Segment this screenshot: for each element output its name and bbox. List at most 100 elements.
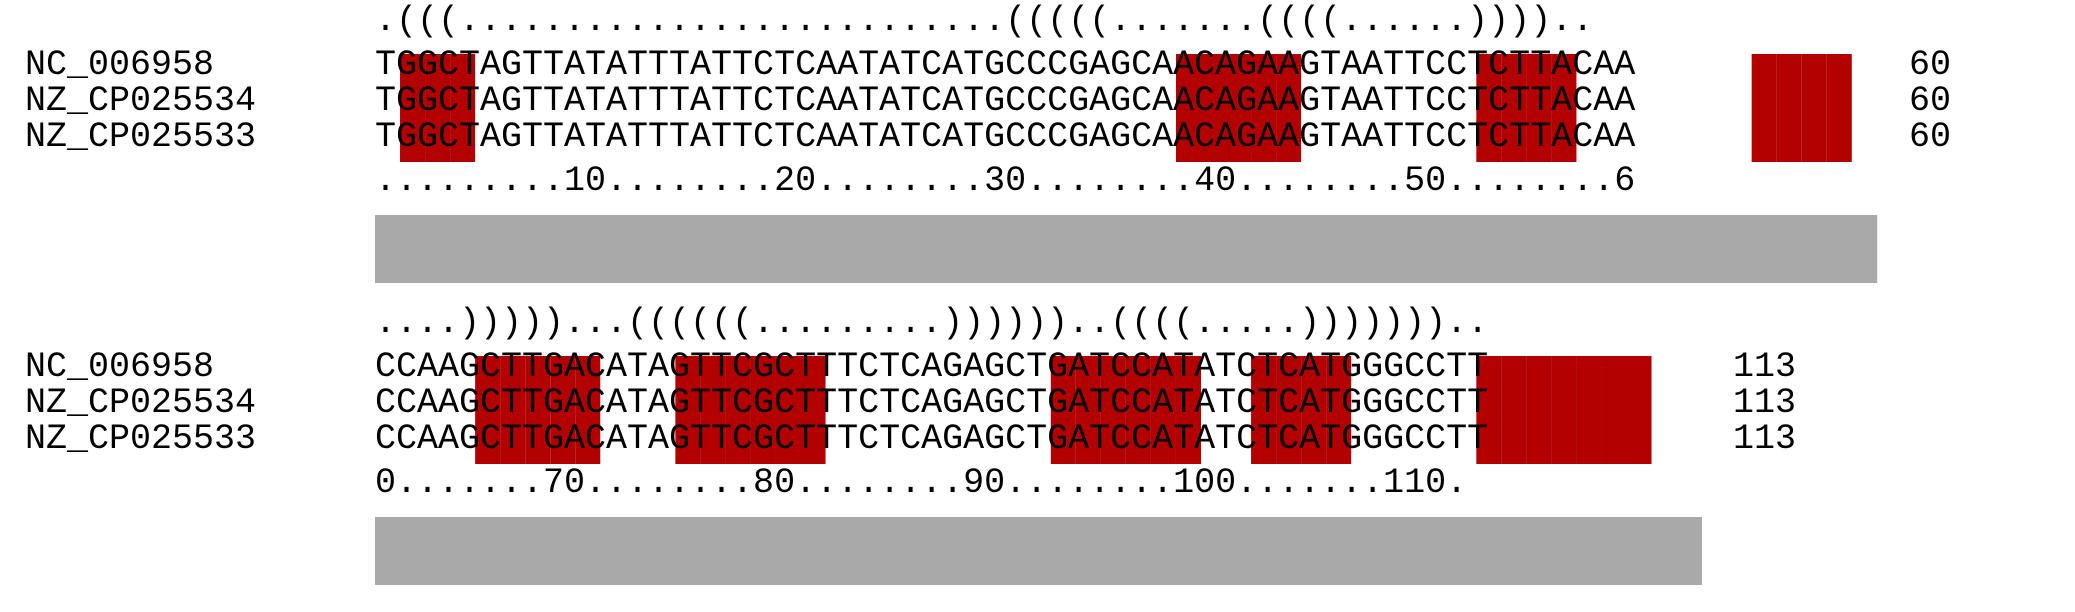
conservation-bar (450, 215, 476, 283)
sequence-name: NZ_CP025533 (25, 117, 256, 157)
conservation-bar (1276, 517, 1302, 585)
conservation-bar (1626, 517, 1652, 585)
paired-base-highlight (1501, 54, 1527, 162)
sequence-name: NZ_CP025534 (25, 81, 256, 121)
paired-base-highlight (1526, 54, 1552, 162)
sequence-end-position: 60 (1909, 45, 1951, 85)
position-ruler: .........10........20........30........4… (375, 161, 1635, 201)
conservation-bar (1701, 215, 1728, 283)
conservation-bar (550, 517, 576, 585)
paired-base-highlight (750, 356, 776, 464)
paired-base-highlight (1100, 356, 1126, 464)
conservation-bar (1726, 215, 1753, 283)
paired-base-highlight (1276, 54, 1302, 162)
conservation-bar (1025, 215, 1052, 283)
paired-base-highlight (1276, 356, 1302, 464)
paired-base-highlight (575, 356, 601, 464)
conservation-bar (1826, 215, 1853, 283)
conservation-bar (1175, 517, 1202, 585)
conservation-bar (1351, 215, 1377, 283)
alignment-block-1: .(((..........................(((((.....… (25, 1, 1951, 201)
conservation-bar (1150, 215, 1177, 283)
highlight-layer (400, 54, 1852, 464)
conservation-bar (475, 215, 501, 283)
conservation-bar (375, 215, 401, 283)
paired-base-highlight (1801, 54, 1827, 162)
conservation-bar (1200, 517, 1227, 585)
conservation-bar (1851, 215, 1878, 283)
paired-base-highlight (1551, 356, 1577, 464)
conservation-bar (575, 215, 601, 283)
conservation-bar (375, 517, 401, 585)
conservation-bar (1651, 215, 1677, 283)
paired-base-highlight (1175, 54, 1201, 162)
conservation-bar (950, 517, 977, 585)
conservation-bar (1501, 215, 1527, 283)
sequence-end-position: 113 (1733, 419, 1796, 459)
conservation-bar (800, 215, 826, 283)
paired-base-highlight (1251, 54, 1277, 162)
conservation-bar (525, 215, 551, 283)
conservation-bar (625, 517, 651, 585)
conservation-bar (800, 517, 826, 585)
conservation-bar (1376, 517, 1402, 585)
conservation-bar (1651, 517, 1677, 585)
conservation-bar (975, 215, 1002, 283)
paired-base-highlight (700, 356, 726, 464)
conservation-bar (1451, 517, 1477, 585)
sequence-text: CCAAGCTTGACATAGTTCGCTTTCTCAGAGCTGATCCATA… (375, 419, 1488, 459)
conservation-bar (500, 215, 526, 283)
conservation-bar (925, 215, 952, 283)
sequence-text: TGGCTAGTTATATTTATTCTCAATATCATGCCCGAGCAAC… (375, 81, 1635, 121)
conservation-bar (925, 517, 952, 585)
paired-base-highlight (525, 356, 551, 464)
paired-base-highlight (1301, 356, 1327, 464)
conservation-bar (1676, 517, 1702, 585)
paired-base-highlight (775, 356, 801, 464)
paired-base-highlight (450, 54, 476, 162)
conservation-layer (375, 215, 1878, 585)
paired-base-highlight (725, 356, 751, 464)
sequence-text: TGGCTAGTTATATTTATTCTCAATATCATGCCCGAGCAAC… (375, 45, 1635, 85)
conservation-bar (1226, 517, 1252, 585)
structure-line: .(((..........................(((((.....… (375, 1, 1614, 41)
paired-base-highlight (500, 356, 526, 464)
conservation-bar (1526, 517, 1552, 585)
conservation-bar (1050, 517, 1077, 585)
conservation-bar (1200, 215, 1227, 283)
conservation-bar (1100, 517, 1127, 585)
sequence-text: TGGCTAGTTATATTTATTCTCAATATCATGCCCGAGCAAC… (375, 117, 1635, 157)
conservation-bar (875, 517, 902, 585)
conservation-bar (675, 517, 701, 585)
paired-base-highlight (1501, 356, 1527, 464)
paired-base-highlight (1251, 356, 1277, 464)
conservation-bar (1601, 215, 1627, 283)
conservation-bar (525, 517, 551, 585)
conservation-bar (1050, 215, 1077, 283)
sequence-name: NZ_CP025534 (25, 383, 256, 423)
conservation-bar (1301, 517, 1327, 585)
conservation-bar (1376, 215, 1402, 283)
conservation-bar (1601, 517, 1627, 585)
conservation-bar (1426, 517, 1452, 585)
conservation-bar (1551, 215, 1577, 283)
paired-base-highlight (1576, 356, 1602, 464)
sequence-end-position: 113 (1733, 383, 1796, 423)
conservation-bar (750, 215, 776, 283)
conservation-bar (1351, 517, 1377, 585)
conservation-bar (700, 517, 726, 585)
conservation-bar (850, 215, 876, 283)
paired-base-highlight (475, 356, 501, 464)
conservation-bar (1776, 215, 1803, 283)
paired-base-highlight (1226, 54, 1252, 162)
conservation-bar (975, 517, 1002, 585)
paired-base-highlight (1476, 54, 1502, 162)
conservation-bar (1401, 215, 1427, 283)
paired-base-highlight (1175, 356, 1201, 464)
conservation-bar (1676, 215, 1702, 283)
conservation-bar (725, 215, 751, 283)
paired-base-highlight (1526, 356, 1552, 464)
conservation-bar (1451, 215, 1477, 283)
conservation-bar (650, 517, 676, 585)
